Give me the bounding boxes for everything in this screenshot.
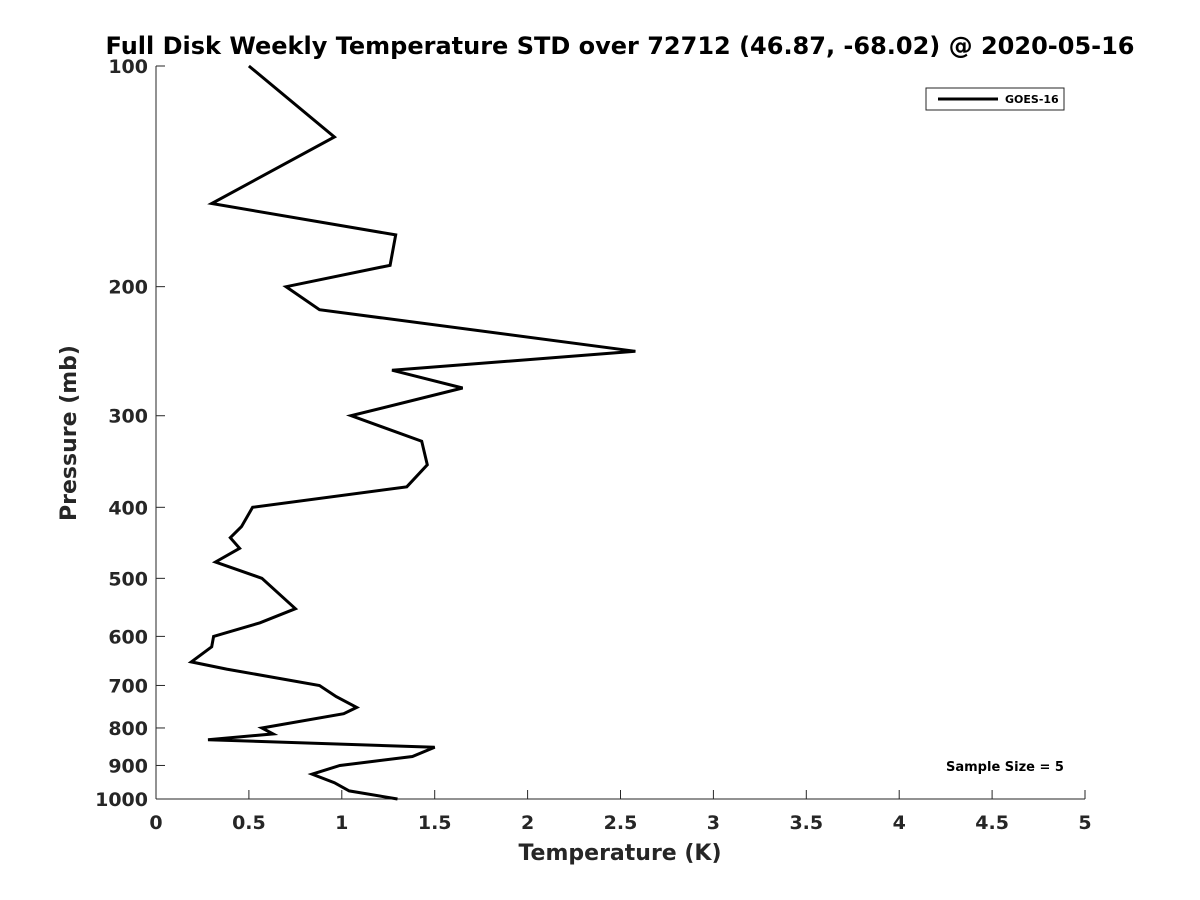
x-tick-label: 0 — [149, 812, 162, 834]
y-tick-label: 100 — [108, 56, 148, 78]
y-ticks: 100 200 300 400 500 600 700 800 900 1000 — [95, 56, 165, 811]
y-tick-label: 600 — [108, 626, 148, 648]
y-tick-label: 500 — [108, 568, 148, 590]
x-tick-label: 1 — [335, 812, 348, 834]
x-tick-label: 1.5 — [418, 812, 452, 834]
series-group — [187, 64, 636, 801]
y-axis-label: Pressure (mb) — [57, 345, 82, 521]
y-tick-label: 1000 — [95, 789, 148, 811]
y-tick-label: 800 — [108, 718, 148, 740]
x-tick-label: 4 — [893, 812, 906, 834]
x-tick-label: 3 — [707, 812, 720, 834]
x-tick-label: 5 — [1078, 812, 1091, 834]
x-tick-label: 4.5 — [975, 812, 1009, 834]
series-line-goes-16 — [187, 64, 636, 801]
plot-area: 0 0.5 1 1.5 2 2.5 3 3.5 4 4.5 5 100 200 300 400 500 600… — [95, 56, 1092, 834]
y-tick-label: 300 — [108, 406, 148, 428]
chart-title: Full Disk Weekly Temperature STD over 72… — [106, 32, 1135, 60]
y-tick-label: 900 — [108, 755, 148, 777]
x-tick-label: 3.5 — [789, 812, 823, 834]
sample-size-annotation: Sample Size = 5 — [946, 760, 1064, 775]
x-ticks: 0 0.5 1 1.5 2 2.5 3 3.5 4 4.5 5 — [149, 790, 1092, 834]
x-axis-label: Temperature (K) — [518, 841, 721, 866]
legend: GOES-16 — [925, 87, 1065, 111]
y-tick-label: 700 — [108, 675, 148, 697]
x-tick-label: 0.5 — [232, 812, 266, 834]
y-tick-label: 200 — [108, 277, 148, 299]
y-tick-label: 400 — [108, 497, 148, 519]
x-tick-label: 2.5 — [604, 812, 638, 834]
legend-label-goes-16: GOES-16 — [1005, 93, 1059, 106]
x-tick-label: 2 — [521, 812, 534, 834]
